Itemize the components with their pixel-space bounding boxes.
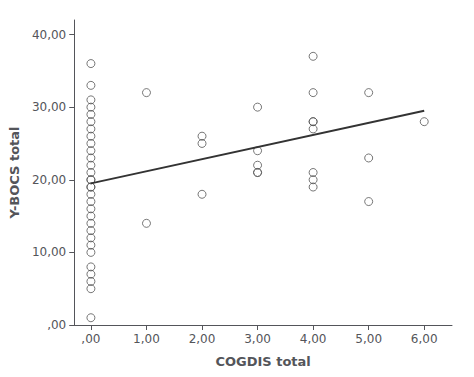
svg-text:4,00: 4,00 — [300, 332, 327, 346]
svg-text:COGDIS total: COGDIS total — [215, 354, 310, 369]
svg-text:1,00: 1,00 — [133, 332, 160, 346]
svg-text:,00: ,00 — [47, 318, 66, 332]
svg-text:Y-BOCS total: Y-BOCS total — [7, 126, 22, 219]
svg-text:2,00: 2,00 — [189, 332, 216, 346]
svg-text:30,00: 30,00 — [32, 100, 66, 114]
svg-text:10,00: 10,00 — [32, 245, 66, 259]
svg-text:,00: ,00 — [81, 332, 100, 346]
svg-text:40,00: 40,00 — [32, 28, 66, 42]
svg-text:5,00: 5,00 — [355, 332, 382, 346]
svg-text:20,00: 20,00 — [32, 173, 66, 187]
svg-text:3,00: 3,00 — [244, 332, 271, 346]
svg-text:6,00: 6,00 — [411, 332, 438, 346]
